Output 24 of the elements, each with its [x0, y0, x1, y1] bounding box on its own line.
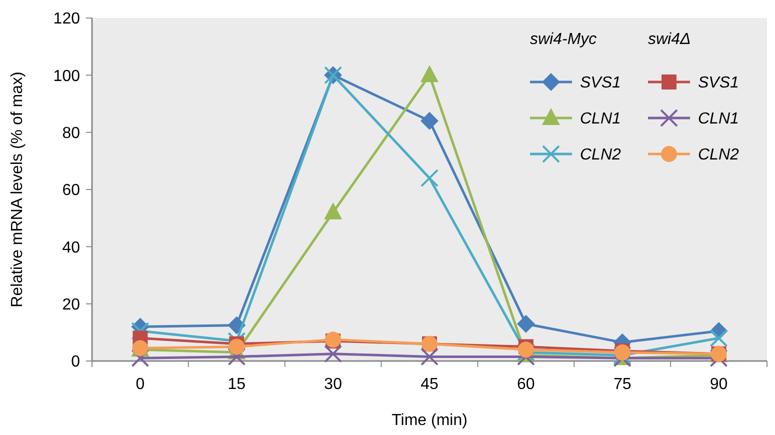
annotation: swi4Δ [648, 31, 691, 48]
x-tick-label: 60 [517, 376, 535, 393]
legend-label: CLN2 [580, 146, 622, 164]
x-tick-label: 90 [710, 376, 728, 393]
y-tick-label: 80 [62, 124, 80, 142]
legend-label: CLN1 [698, 110, 739, 128]
legend-label: SVS1 [698, 74, 739, 92]
legend-label: CLN2 [698, 146, 740, 164]
x-tick-label: 0 [136, 376, 145, 393]
y-tick-label: 60 [62, 182, 80, 200]
legend-label: SVS1 [580, 74, 621, 92]
annotation: swi4-Myc [530, 31, 597, 48]
y-tick-label: 120 [53, 10, 80, 28]
x-tick-label: 30 [324, 376, 342, 393]
x-tick-label: 15 [228, 376, 246, 393]
y-tick-label: 100 [53, 68, 80, 85]
y-tick-label: 0 [71, 354, 80, 371]
x-tick-label: 45 [420, 376, 438, 393]
x-tick-label: 75 [613, 376, 632, 393]
y-tick-label: 20 [62, 296, 80, 314]
y-tick-label: 40 [62, 239, 80, 256]
x-axis-title: Time (min) [392, 412, 468, 429]
y-axis-title: Relative mRNA levels (% of max) [9, 72, 26, 308]
legend-label: CLN1 [580, 110, 621, 128]
